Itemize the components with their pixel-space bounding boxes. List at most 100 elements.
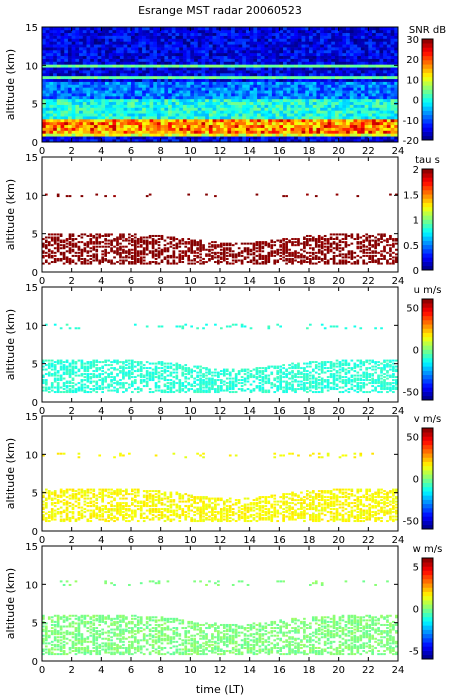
heatmap-cell — [194, 47, 199, 51]
heatmap-cell — [327, 90, 332, 94]
heatmap-cell — [105, 130, 110, 134]
heatmap-cell — [301, 121, 306, 126]
heatmap-cell — [294, 116, 299, 120]
heatmap-cell — [42, 35, 47, 39]
heatmap-cell — [164, 47, 169, 51]
heatmap-cell — [394, 130, 399, 134]
heatmap-cell — [164, 27, 169, 31]
heatmap-cell — [47, 256, 51, 259]
heatmap-cell — [90, 90, 95, 94]
heatmap-cell — [86, 44, 91, 48]
heatmap-cell — [127, 98, 132, 103]
heatmap-cell — [184, 251, 188, 254]
heatmap-cell — [182, 139, 187, 143]
heatmap-cell — [112, 38, 117, 42]
heatmap-cell — [131, 110, 136, 114]
heatmap-cell — [327, 101, 332, 105]
heatmap-cell — [260, 84, 265, 88]
heatmap-cell — [227, 32, 232, 36]
heatmap-cell — [164, 101, 169, 105]
heatmap-cell — [160, 113, 165, 117]
heatmap-cell — [312, 121, 317, 126]
heatmap-cell — [341, 248, 345, 251]
heatmap-cell — [360, 127, 365, 131]
heatmap-cell — [286, 130, 291, 134]
heatmap-cell — [164, 104, 169, 108]
heatmap-cell — [394, 87, 399, 91]
heatmap-cell — [245, 73, 250, 77]
heatmap-cell — [197, 64, 202, 68]
heatmap-cell — [197, 67, 202, 71]
heatmap-cell — [357, 90, 362, 94]
heatmap-cell — [261, 245, 265, 248]
heatmap-cell — [98, 234, 102, 237]
heatmap-cell — [309, 93, 314, 97]
heatmap-cell — [368, 70, 373, 74]
heatmap-cell — [79, 101, 84, 105]
heatmap-cell — [49, 96, 54, 100]
heatmap-cell — [108, 107, 113, 111]
heatmap-cell — [216, 58, 221, 62]
heatmap-cell — [142, 90, 147, 94]
heatmap-cell — [179, 93, 184, 97]
heatmap-cell — [346, 73, 351, 77]
heatmap-cell — [168, 113, 173, 117]
heatmap-cell — [128, 250, 131, 253]
heatmap-cell — [164, 50, 169, 54]
heatmap-cell — [360, 67, 365, 71]
heatmap-cell — [49, 41, 54, 45]
heatmap-cell — [208, 64, 213, 68]
heatmap-cell — [145, 44, 150, 48]
heatmap-cell — [153, 101, 158, 105]
heatmap-cell — [113, 245, 116, 248]
heatmap-cell — [320, 107, 325, 111]
heatmap-cell — [75, 119, 80, 123]
heatmap-cell — [127, 81, 132, 85]
heatmap-cell — [145, 116, 150, 120]
heatmap-cell — [249, 84, 254, 88]
heatmap-cell — [53, 133, 58, 137]
heatmap-cell — [197, 121, 202, 126]
colorbar-segment — [422, 135, 433, 141]
heatmap-cell — [138, 67, 143, 71]
heatmap-cell — [86, 52, 91, 57]
heatmap-cell — [383, 29, 388, 34]
heatmap-cell — [136, 241, 140, 244]
heatmap-cell — [68, 238, 72, 241]
heatmap-cell — [186, 78, 191, 82]
heatmap-cell — [205, 38, 210, 42]
heatmap-cell — [160, 81, 165, 85]
heatmap-cell — [275, 32, 280, 36]
heatmap-cell — [279, 32, 284, 36]
heatmap-cell — [243, 248, 247, 251]
heatmap-cell — [231, 259, 235, 262]
heatmap-cell — [231, 84, 236, 88]
heatmap-cell — [271, 32, 276, 36]
heatmap-cell — [97, 52, 102, 57]
heatmap-cell — [154, 257, 158, 260]
heatmap-cell — [368, 67, 373, 71]
heatmap-cell — [160, 238, 164, 241]
heatmap-cell — [53, 98, 58, 103]
heatmap-cell — [98, 262, 102, 265]
heatmap-cell — [131, 58, 136, 62]
heatmap-cell — [139, 245, 143, 248]
heatmap-cell — [285, 259, 288, 262]
heatmap-cell — [283, 133, 288, 137]
heatmap-cell — [112, 58, 117, 62]
heatmap-cell — [253, 78, 258, 82]
heatmap-cell — [350, 257, 354, 260]
heatmap-cell — [379, 124, 384, 128]
heatmap-cell — [122, 248, 125, 251]
heatmap-cell — [334, 90, 339, 94]
heatmap-cell — [217, 259, 220, 262]
heatmap-cell — [305, 41, 310, 45]
heatmap-cell — [201, 136, 206, 140]
heatmap-cell — [112, 27, 117, 31]
heatmap-cell — [75, 70, 80, 74]
heatmap-cell — [119, 93, 124, 97]
heatmap-cell — [264, 244, 268, 247]
heatmap-cell — [379, 81, 384, 85]
heatmap-cell — [131, 244, 134, 247]
heatmap-cell — [168, 81, 173, 85]
